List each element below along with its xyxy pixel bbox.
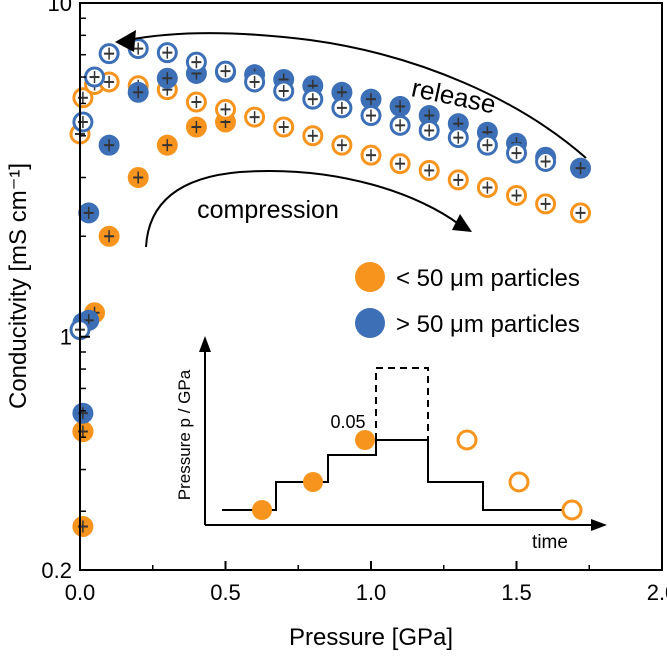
data-point (185, 116, 207, 138)
data-point (72, 421, 94, 443)
inset-x-axis-arrowhead (591, 519, 607, 531)
data-point (506, 184, 527, 206)
data-point (389, 114, 411, 136)
data-point (331, 97, 353, 119)
data-point (360, 105, 382, 127)
data-point (331, 134, 353, 156)
data-point (331, 81, 353, 103)
data-point (84, 66, 106, 88)
data-point (273, 80, 295, 102)
inset-step-filled-1 (252, 500, 272, 520)
release-arrow-head (115, 30, 136, 52)
data-point (360, 144, 382, 166)
y-tick-label: 0.2 (41, 558, 72, 583)
data-point (535, 151, 557, 173)
inset-step-open-3 (561, 499, 583, 521)
data-point (506, 142, 527, 164)
y-tick-label: 1 (60, 325, 72, 350)
release-arrow (127, 32, 587, 159)
inset-step-filled-2 (303, 472, 323, 492)
data-point (72, 402, 94, 424)
data-point (302, 88, 324, 110)
inset-pressure-profile (222, 439, 580, 511)
x-axis-label: Pressure [GPa] (289, 624, 453, 651)
data-point (98, 225, 120, 247)
x-tick-label: 0.5 (210, 580, 241, 605)
data-point (418, 119, 440, 141)
compression-arrow-head (452, 214, 472, 232)
compression-annotation: compression (197, 196, 339, 224)
data-point (273, 116, 295, 138)
data-point (570, 202, 592, 224)
data-point (72, 516, 94, 538)
inset-pressure-peak (375, 367, 429, 440)
data-point (360, 88, 382, 110)
data-point (215, 60, 236, 82)
data-point (185, 91, 207, 113)
data-point (476, 134, 498, 156)
axis-ticks: 0.0 0.5 1.0 1.5 2.0 0.2 1 10 (41, 0, 667, 605)
y-axis-label: Conducitvity [mS cm⁻¹] (5, 163, 32, 409)
data-point (389, 95, 411, 117)
chart-marks (69, 38, 592, 538)
x-tick-label: 0.0 (65, 580, 96, 605)
data-point (156, 134, 178, 156)
x-tick-label: 1.0 (356, 580, 387, 605)
compression-arrow (145, 170, 461, 248)
data-point (98, 134, 120, 156)
data-point (476, 177, 498, 199)
data-point (78, 202, 100, 224)
data-point (244, 106, 266, 128)
data-point (215, 98, 236, 120)
legend-label-small-particles: < 50 μm particles (396, 265, 580, 292)
data-point (185, 51, 207, 73)
data-point (418, 105, 440, 127)
inset-step-open-1 (456, 429, 478, 451)
data-point (127, 81, 149, 103)
y-tick-label: 10 (48, 0, 72, 16)
data-point (244, 71, 266, 93)
data-point (418, 159, 440, 181)
data-point (535, 193, 557, 215)
legend-label-large-particles: > 50 μm particles (396, 311, 580, 338)
data-point (156, 67, 178, 89)
data-point (389, 153, 411, 175)
data-point (72, 111, 94, 133)
data-point (302, 125, 324, 147)
inset-step-filled-3 (355, 430, 375, 450)
inset-y-axis-arrowhead (199, 336, 211, 352)
x-tick-label: 2.0 (647, 580, 667, 605)
inset-x-axis-label: time (532, 532, 568, 553)
inset-y-axis-label: Pressure p / GPa (175, 369, 194, 500)
data-point (98, 43, 120, 65)
inset-diagram: Pressure p / GPa time 0.05 (175, 336, 607, 553)
inset-step-open-2 (508, 471, 530, 493)
data-point (570, 157, 592, 179)
data-point (127, 167, 149, 189)
data-point (447, 169, 469, 191)
data-point (447, 127, 469, 149)
data-point (156, 42, 178, 64)
legend-marker-large-particles (355, 308, 385, 338)
legend-marker-small-particles (355, 262, 385, 292)
legend: < 50 μm particles > 50 μm particles (355, 262, 580, 338)
x-tick-label: 1.5 (501, 580, 532, 605)
inset-step-label: 0.05 (330, 412, 365, 432)
